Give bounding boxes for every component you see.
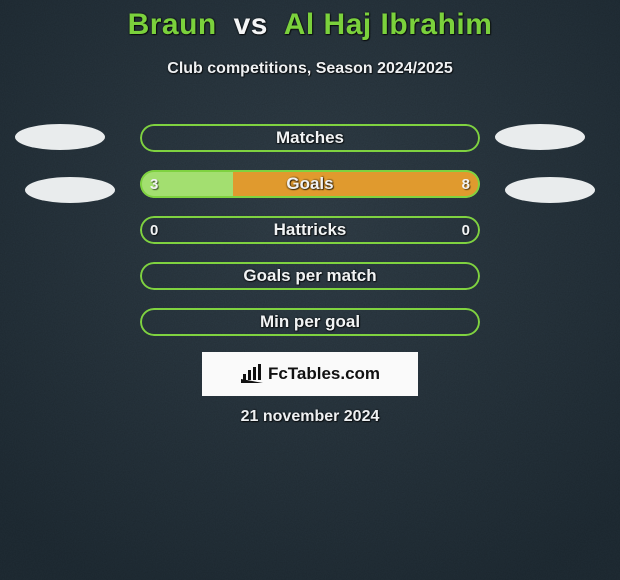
fctables-logo-text: FcTables.com <box>268 364 380 384</box>
fctables-logo-box: FcTables.com <box>202 352 418 396</box>
date-line: 21 november 2024 <box>0 408 620 426</box>
stat-row-goals-per-match: Goals per match <box>140 262 480 290</box>
subtitle: Club competitions, Season 2024/2025 <box>0 60 620 78</box>
bar-label: Hattricks <box>140 216 480 244</box>
bar-label: Goals per match <box>140 262 480 290</box>
stats-bars: MatchesGoals38Hattricks00Goals per match… <box>140 124 480 354</box>
page-title: Braun vs Al Haj Ibrahim <box>128 8 493 41</box>
bar-chart-icon <box>240 364 264 384</box>
bar-label: Matches <box>140 124 480 152</box>
stat-row-matches: Matches <box>140 124 480 152</box>
bar-value-player2: 8 <box>462 170 470 198</box>
stat-row-goals: Goals38 <box>140 170 480 198</box>
bar-outline <box>140 262 480 290</box>
right-ellipse <box>495 124 585 150</box>
bar-outline <box>140 124 480 152</box>
page-title-wrap: Braun vs Al Haj Ibrahim <box>0 8 620 42</box>
bar-label: Min per goal <box>140 308 480 336</box>
vs-separator: vs <box>234 8 268 41</box>
player1-name: Braun <box>128 8 217 41</box>
player2-name: Al Haj Ibrahim <box>284 8 493 41</box>
right-ellipse <box>505 177 595 203</box>
left-ellipse <box>15 124 105 150</box>
bar-value-player1: 3 <box>150 170 158 198</box>
bar-fill-player2 <box>233 170 480 198</box>
stat-row-hattricks: Hattricks0 0 <box>140 216 480 244</box>
bar-outline <box>140 308 480 336</box>
bar-outline <box>140 216 480 244</box>
left-ellipse <box>25 177 115 203</box>
bar-value-player2: 0 <box>462 216 470 244</box>
bar-value-player1: 0 <box>150 216 158 244</box>
stat-row-min-per-goal: Min per goal <box>140 308 480 336</box>
